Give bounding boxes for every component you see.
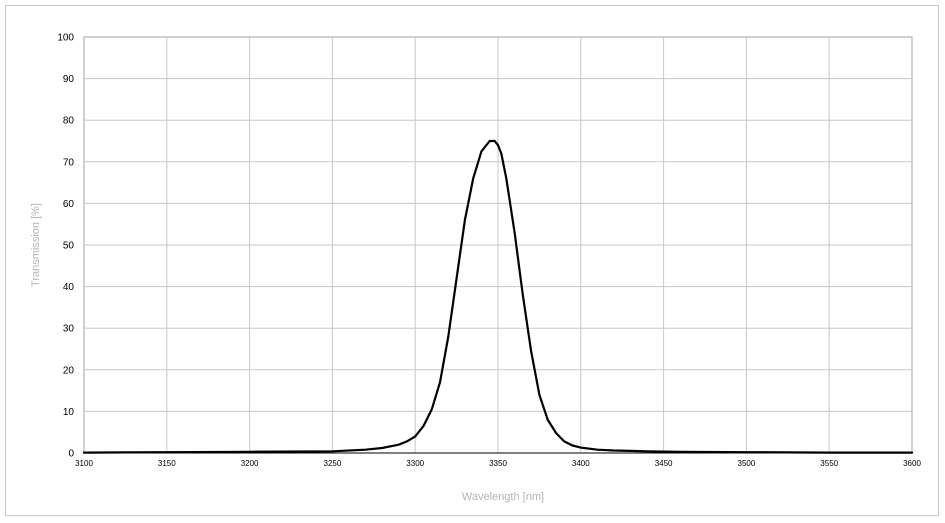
x-tick-label: 3100	[75, 459, 93, 468]
y-axis-title: Transmission [%]	[30, 203, 42, 287]
x-tick-label: 3550	[820, 459, 838, 468]
x-axis-ticks: 3100 3150 3200 3250 3300 3350 3400 3450 3500 3550…	[75, 459, 921, 468]
y-tick-label: 60	[63, 199, 75, 210]
grid-lines	[84, 37, 912, 454]
x-tick-label: 3150	[158, 459, 176, 468]
y-tick-label: 80	[63, 116, 75, 127]
x-tick-label: 3250	[324, 459, 342, 468]
y-tick-label: 0	[68, 449, 74, 460]
transmission-curve	[82, 139, 914, 454]
y-axis-ticks: 0 10 20 30 40 50 60 70 80 90 100	[57, 33, 74, 460]
y-tick-label: 10	[63, 407, 75, 418]
y-tick-label: 90	[63, 74, 75, 85]
y-tick-label: 50	[63, 241, 75, 252]
y-tick-label: 100	[57, 33, 74, 44]
x-tick-label: 3450	[655, 459, 673, 468]
x-tick-label: 3350	[489, 459, 507, 468]
y-tick-label: 40	[63, 282, 75, 293]
x-axis-title: Wavelength [nm]	[462, 491, 544, 503]
x-tick-label: 3200	[241, 459, 259, 468]
x-tick-label: 3500	[738, 459, 756, 468]
y-tick-label: 30	[63, 324, 75, 335]
x-tick-label: 3400	[572, 459, 590, 468]
x-tick-label: 3300	[406, 459, 424, 468]
series-group	[82, 139, 914, 454]
x-tick-label: 3600	[903, 459, 921, 468]
y-tick-label: 70	[63, 157, 75, 168]
y-tick-label: 20	[63, 365, 75, 376]
